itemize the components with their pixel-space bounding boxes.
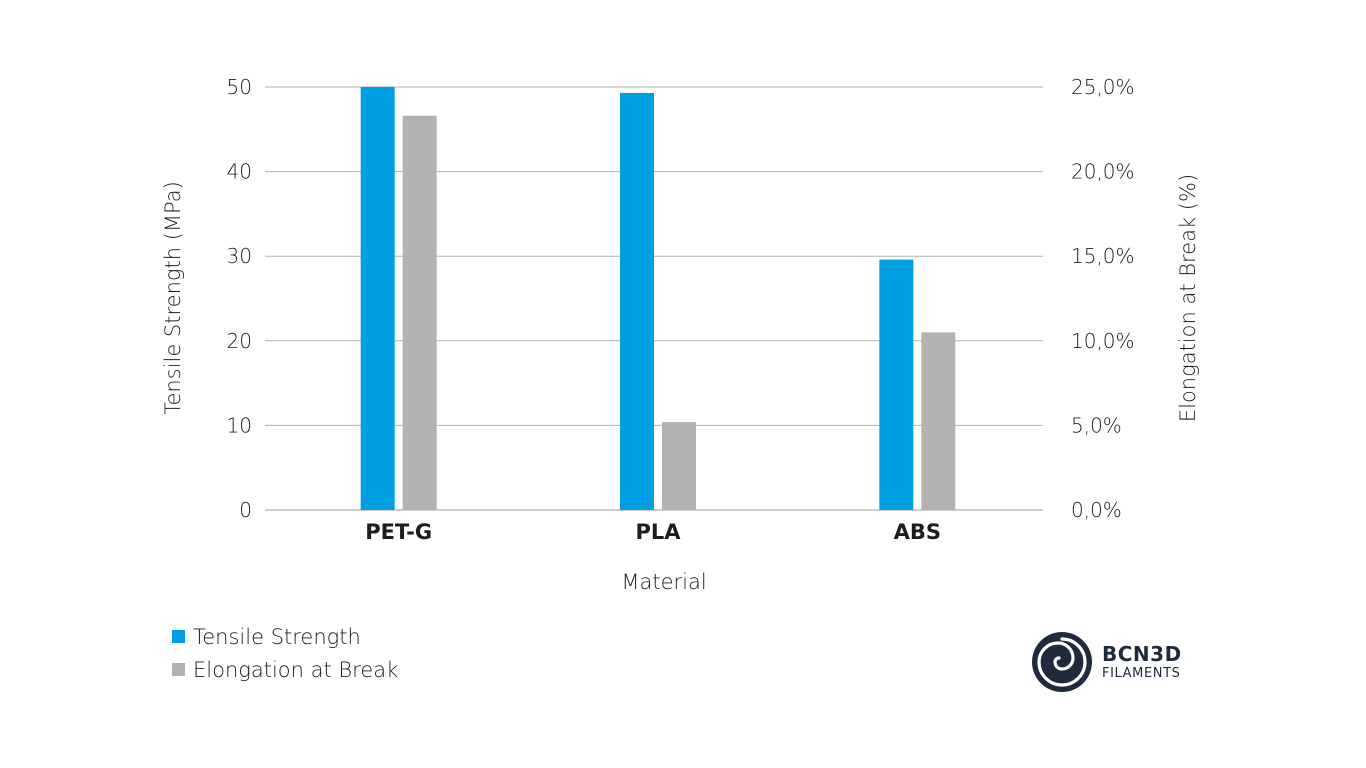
y2-tick-label: 20,0% — [1071, 160, 1135, 184]
y2-tick-label: 0,0% — [1071, 498, 1122, 522]
legend-item-elongation: Elongation at Break — [172, 653, 398, 686]
left-axis-ticks: 0 10 20 30 40 50 — [227, 75, 252, 522]
bar-tensile-pet-g — [360, 87, 395, 510]
bar-tensile-pla — [620, 92, 654, 510]
y2-tick-label: 10,0% — [1071, 329, 1135, 353]
bar-elongation-pet-g — [402, 115, 437, 510]
legend: Tensile Strength Elongation at Break — [172, 620, 398, 686]
y2-axis-label: Elongation at Break (%) — [1176, 174, 1200, 422]
logo-name: BCN3D — [1102, 642, 1182, 666]
y-axis-label: Tensile Strength (MPa) — [161, 181, 185, 415]
y-tick-label: 40 — [227, 160, 252, 184]
legend-item-tensile: Tensile Strength — [172, 620, 398, 653]
y-tick-label: 30 — [227, 244, 252, 268]
bar-elongation-abs — [921, 332, 956, 510]
y2-tick-label: 25,0% — [1071, 75, 1135, 99]
bars — [360, 87, 956, 510]
legend-label-tensile: Tensile Strength — [193, 624, 361, 649]
bcn3d-logo: BCN3D FILAMENTS — [1031, 631, 1182, 693]
legend-label-elongation: Elongation at Break — [193, 657, 399, 682]
right-axis-ticks: 0,0% 5,0% 10,0% 15,0% 20,0% 25,0% — [1071, 75, 1135, 522]
legend-swatch-tensile — [172, 630, 185, 643]
category-label-pla: PLA — [635, 520, 681, 544]
y-tick-label: 20 — [227, 329, 252, 353]
y-tick-label: 0 — [239, 498, 252, 522]
logo-subtitle: FILAMENTS — [1102, 666, 1181, 681]
y2-tick-label: 15,0% — [1071, 244, 1135, 268]
category-label-pet-g: PET-G — [365, 520, 432, 544]
y2-tick-label: 5,0% — [1071, 413, 1122, 437]
legend-swatch-elongation — [172, 663, 185, 676]
y-tick-label: 10 — [227, 413, 252, 437]
bar-elongation-pla — [662, 422, 696, 510]
y-tick-label: 50 — [227, 75, 252, 99]
category-labels: PET-G PLA ABS — [365, 520, 941, 544]
spiral-logo-icon — [1032, 632, 1092, 692]
bar-tensile-abs — [879, 259, 914, 510]
x-axis-label: Material — [621, 570, 706, 594]
category-label-abs: ABS — [894, 520, 941, 544]
